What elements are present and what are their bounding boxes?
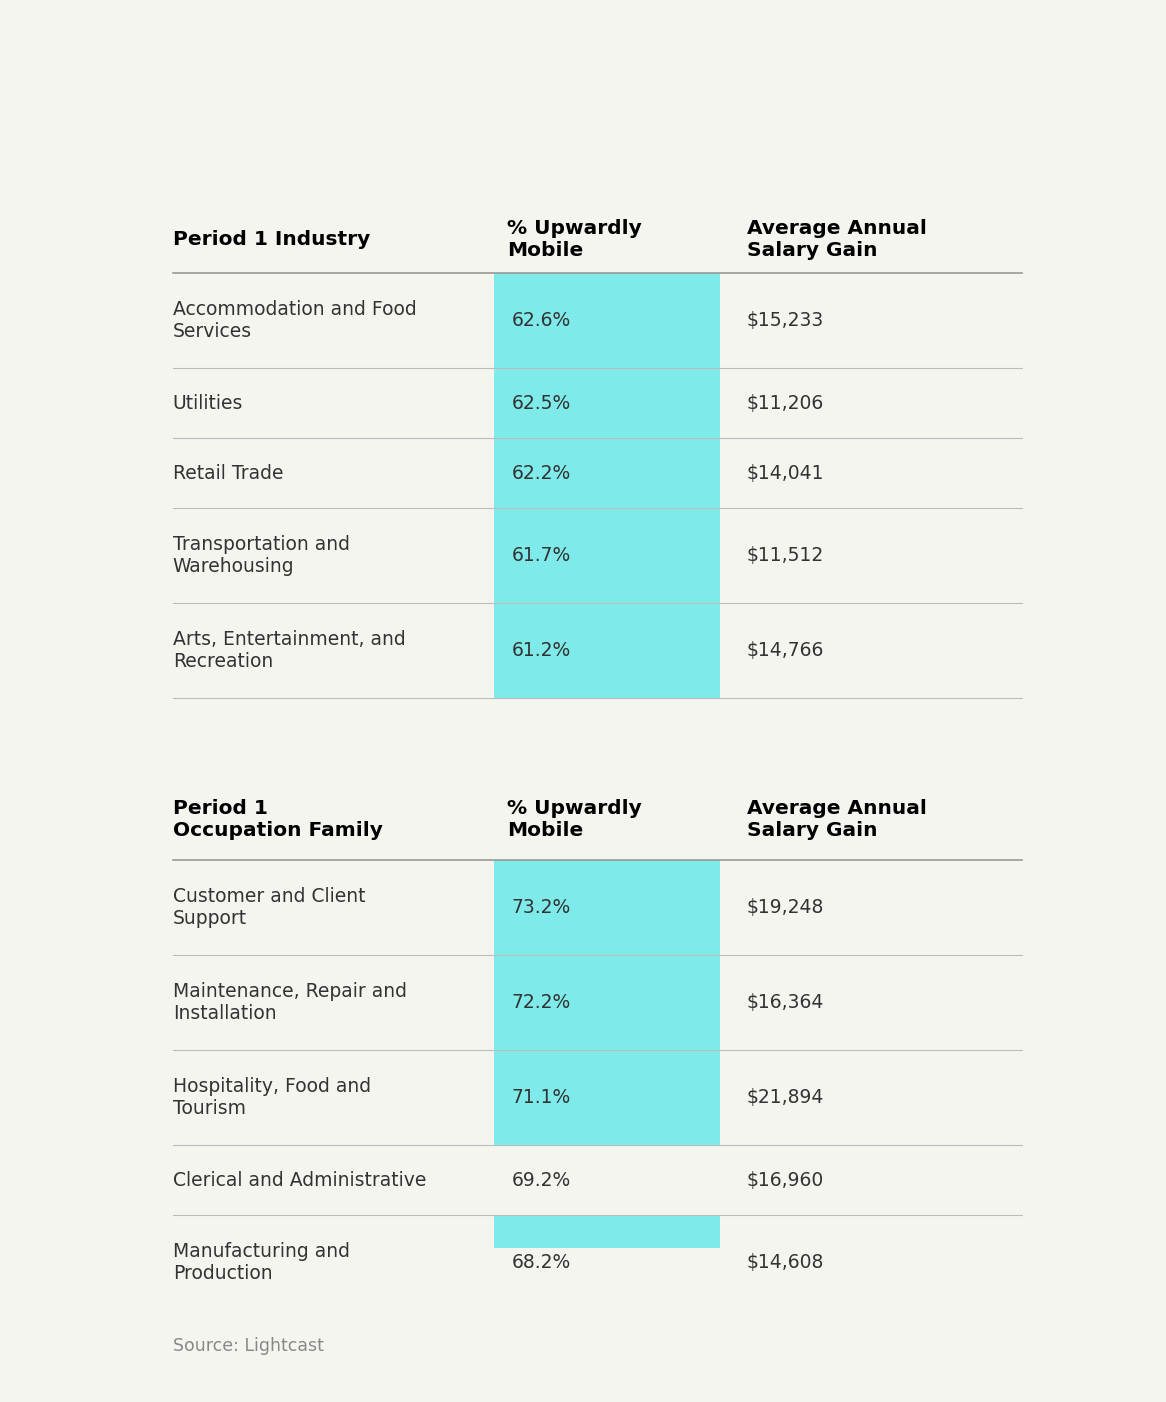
- Text: $14,608: $14,608: [746, 1253, 824, 1273]
- Bar: [493, 367, 719, 437]
- Bar: [493, 439, 719, 509]
- Text: 62.2%: 62.2%: [512, 464, 571, 482]
- Text: 72.2%: 72.2%: [512, 993, 571, 1012]
- Text: 69.2%: 69.2%: [512, 1171, 571, 1190]
- Text: Customer and Client
Support: Customer and Client Support: [173, 887, 365, 928]
- Text: 71.1%: 71.1%: [512, 1088, 571, 1108]
- Text: Clerical and Administrative: Clerical and Administrative: [173, 1171, 427, 1190]
- Text: % Upwardly
Mobile: % Upwardly Mobile: [507, 219, 642, 259]
- Bar: [493, 1050, 719, 1145]
- Bar: [493, 273, 719, 367]
- Text: $19,248: $19,248: [746, 899, 824, 917]
- Text: Accommodation and Food
Services: Accommodation and Food Services: [173, 300, 416, 341]
- Text: 73.2%: 73.2%: [512, 899, 571, 917]
- Text: Average Annual
Salary Gain: Average Annual Salary Gain: [746, 219, 927, 259]
- Text: Utilities: Utilities: [173, 394, 244, 412]
- Text: Average Annual
Salary Gain: Average Annual Salary Gain: [746, 799, 927, 840]
- Text: $11,206: $11,206: [746, 394, 824, 412]
- Text: Source: Lightcast: Source: Lightcast: [173, 1338, 324, 1356]
- Text: Hospitality, Food and
Tourism: Hospitality, Food and Tourism: [173, 1077, 371, 1119]
- Text: $16,960: $16,960: [746, 1171, 824, 1190]
- Bar: [493, 509, 719, 603]
- Bar: [493, 861, 719, 955]
- Bar: [493, 603, 719, 698]
- Text: $16,364: $16,364: [746, 993, 824, 1012]
- Bar: [493, 1216, 719, 1311]
- Text: Period 1
Occupation Family: Period 1 Occupation Family: [173, 799, 382, 840]
- Text: Retail Trade: Retail Trade: [173, 464, 283, 482]
- Text: Transportation and
Warehousing: Transportation and Warehousing: [173, 536, 350, 576]
- Bar: [493, 955, 719, 1050]
- Text: Arts, Entertainment, and
Recreation: Arts, Entertainment, and Recreation: [173, 631, 406, 672]
- Text: Manufacturing and
Production: Manufacturing and Production: [173, 1242, 350, 1283]
- Text: $21,894: $21,894: [746, 1088, 824, 1108]
- Text: Period 1 Industry: Period 1 Industry: [173, 230, 370, 250]
- Text: $15,233: $15,233: [746, 311, 824, 329]
- Text: 61.2%: 61.2%: [512, 641, 571, 660]
- Text: 61.7%: 61.7%: [512, 547, 571, 565]
- Text: Maintenance, Repair and
Installation: Maintenance, Repair and Installation: [173, 983, 407, 1023]
- Text: $11,512: $11,512: [746, 547, 824, 565]
- Text: 62.5%: 62.5%: [512, 394, 571, 412]
- Text: $14,766: $14,766: [746, 641, 824, 660]
- Text: 68.2%: 68.2%: [512, 1253, 571, 1273]
- Text: 62.6%: 62.6%: [512, 311, 571, 329]
- Text: % Upwardly
Mobile: % Upwardly Mobile: [507, 799, 642, 840]
- Text: $14,041: $14,041: [746, 464, 824, 482]
